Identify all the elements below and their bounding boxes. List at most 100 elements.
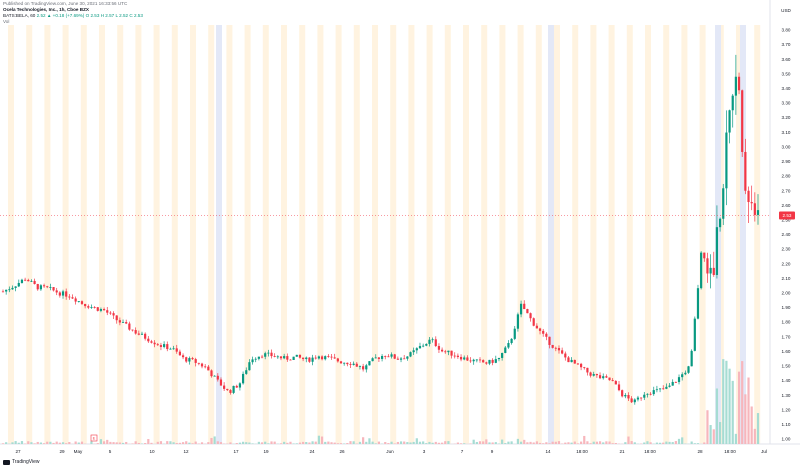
candle-body <box>422 345 425 347</box>
volume-bar <box>728 368 731 444</box>
candle-body <box>314 357 317 359</box>
candle-body <box>621 390 624 397</box>
candle-body <box>589 372 592 376</box>
volume-bar <box>213 436 216 444</box>
y-tick-label: 1.70 <box>782 334 791 339</box>
candle-body <box>292 356 295 360</box>
candle-body <box>725 132 728 189</box>
candle-body <box>662 388 665 390</box>
candle-body <box>706 258 709 274</box>
candle-body <box>649 393 652 395</box>
volume-bar <box>390 441 393 444</box>
volume-bar <box>314 441 317 444</box>
candle-body <box>437 346 441 350</box>
volume-bar <box>681 437 684 444</box>
x-tick-label: 18:00 <box>644 449 656 454</box>
volume-bar <box>744 394 747 444</box>
volume-bar <box>737 371 741 444</box>
candle-body <box>387 356 390 358</box>
published-info: Published on TradingView.com, June 30, 2… <box>3 1 128 6</box>
volume-bar <box>551 441 554 444</box>
volume-bar <box>65 443 68 444</box>
volume-bar <box>11 442 14 444</box>
candle-body <box>415 348 418 351</box>
volume-bar <box>61 442 65 444</box>
candle-body <box>652 390 655 395</box>
candle-body <box>99 309 103 311</box>
volume-bar <box>494 442 497 444</box>
volume-bar <box>27 441 30 444</box>
candle-body <box>658 388 662 390</box>
candle-body <box>197 362 200 364</box>
candle-body <box>507 343 510 348</box>
weekend-band <box>216 25 222 444</box>
volume-bar <box>542 443 545 444</box>
candle-body <box>434 339 437 347</box>
candle-body <box>112 313 115 316</box>
y-tick-label: 3.60 <box>782 57 791 62</box>
y-tick-label: 1.40 <box>782 378 791 383</box>
y-tick-label: 2.50 <box>782 217 791 222</box>
volume-bar <box>336 443 339 444</box>
volume-bar <box>472 439 475 444</box>
candle-body <box>595 374 598 376</box>
volume-bar <box>703 442 706 444</box>
x-tick-label: 12 <box>183 449 189 454</box>
volume-bar <box>112 442 115 444</box>
volume-bar <box>207 442 210 444</box>
candle-body <box>298 354 302 358</box>
session-band <box>99 25 105 444</box>
candle-body <box>289 359 292 361</box>
candle-body <box>598 375 602 379</box>
candle-body <box>194 359 197 363</box>
session-band <box>44 25 51 444</box>
x-tick-label: Jun <box>386 449 394 454</box>
volume-bar <box>418 441 422 444</box>
volume-bar <box>425 443 428 444</box>
candle-body <box>185 357 188 362</box>
volume-bar <box>750 406 753 444</box>
volume-bar <box>535 441 538 444</box>
volume-bar <box>529 441 532 444</box>
candle-body <box>681 374 684 378</box>
candle-body <box>181 355 185 358</box>
candle-body <box>570 359 573 363</box>
candle-body <box>377 357 381 359</box>
candle-body <box>216 375 219 380</box>
volume-bar <box>317 435 320 444</box>
candle-body <box>27 279 30 282</box>
candle-body <box>336 358 339 362</box>
x-tick-label: 5 <box>109 449 112 454</box>
candle-body <box>368 361 371 366</box>
candle-body <box>633 399 636 403</box>
volume-bar <box>422 441 425 444</box>
ohlc-prefix: BATS:BELA, 60 <box>3 13 36 18</box>
volume-bar <box>447 441 450 444</box>
candle-body <box>406 356 409 359</box>
candle-body <box>532 318 535 326</box>
volume-bar <box>595 441 598 444</box>
candle-body <box>270 352 273 357</box>
candle-body <box>747 190 750 203</box>
x-tick-label: May <box>74 449 83 454</box>
y-tick-label: 2.40 <box>782 232 791 237</box>
candle-body <box>425 343 428 346</box>
volume-bar <box>49 441 52 444</box>
candle-body <box>339 361 343 364</box>
candle-body <box>384 356 387 357</box>
y-tick-label: 2.60 <box>782 203 791 208</box>
volume-bar <box>320 436 324 444</box>
candle-body <box>475 359 478 361</box>
volume-bar <box>602 442 605 444</box>
volume-bar <box>377 441 381 444</box>
volume-bar <box>251 443 254 444</box>
volume-bar <box>52 442 55 444</box>
candle-body <box>371 358 374 362</box>
volume-bar <box>58 442 61 444</box>
candle-body <box>700 252 703 289</box>
session-band <box>262 25 269 444</box>
session-band <box>463 25 469 444</box>
candle-body <box>665 386 668 389</box>
candle-body <box>188 358 191 362</box>
